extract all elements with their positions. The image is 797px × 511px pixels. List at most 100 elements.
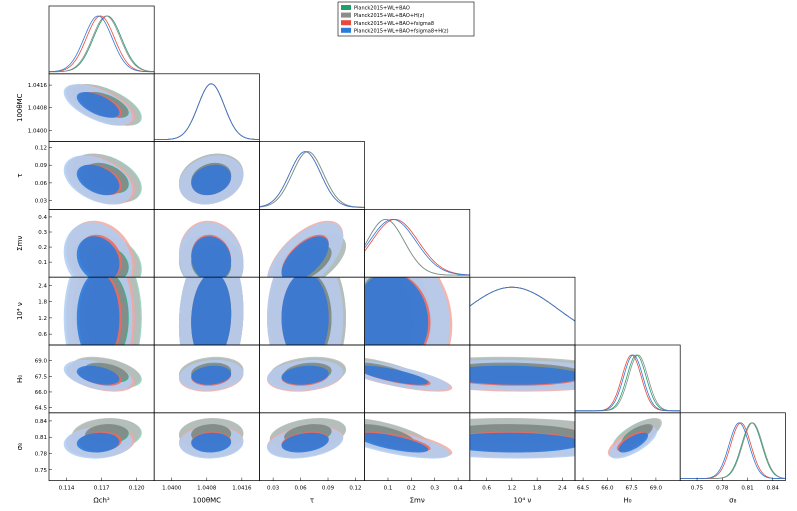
- x-tick-label: 0.09: [322, 486, 335, 492]
- marginal-curve: [469, 286, 575, 322]
- x-tick-label: 0.12: [349, 486, 361, 492]
- marginal-curve: [364, 218, 470, 276]
- y-tick-label: 0.81: [35, 435, 47, 441]
- panel-nu-mnu: [364, 276, 471, 346]
- y-tick-label: 0.1: [38, 260, 47, 266]
- panel-H0-H0: [574, 344, 681, 414]
- y-axis-label: σ₈: [16, 443, 24, 450]
- marginal-curve: [680, 422, 786, 479]
- x-tick-label: 0.117: [94, 486, 110, 492]
- panel-mnu-theta: [153, 209, 260, 278]
- y-tick-label: 1.8: [38, 300, 47, 306]
- contour-inner: [281, 365, 329, 385]
- y-tick-label: 0.4: [38, 215, 47, 221]
- y-tick-label: 0.6: [38, 332, 47, 338]
- contour-inner: [191, 277, 232, 346]
- panel-nu-nu: [469, 276, 576, 346]
- contour-inner: [191, 365, 232, 385]
- contour-inner: [281, 432, 329, 453]
- y-axis-label: H₀: [16, 375, 24, 383]
- panel-H0-omch2: 64.5 66.0 67.5 69.0 H₀: [16, 344, 155, 414]
- marginal-curve: [680, 422, 786, 479]
- y-tick-label: 0.06: [35, 181, 48, 187]
- legend-swatch: [341, 27, 351, 33]
- panel-frame: [153, 73, 260, 142]
- panel-sigma8-theta: 1.0400 1.0408 1.0416 100θMC: [153, 412, 260, 505]
- marginal-curve: [259, 151, 365, 208]
- marginal-curve: [469, 286, 575, 322]
- legend-swatch: [341, 20, 351, 26]
- y-tick-label: 1.0408: [28, 106, 48, 112]
- x-tick-label: 1.0408: [197, 486, 217, 492]
- contour-inner: [76, 365, 120, 385]
- y-tick-label: 2.4: [38, 283, 47, 289]
- y-axis-label: Σmν: [16, 236, 24, 251]
- marginal-curve: [154, 83, 260, 140]
- y-axis-label: 10⁴ ν: [16, 302, 24, 320]
- y-tick-label: 0.09: [35, 163, 48, 169]
- panel-nu-omch2: 0.6 1.2 1.8 2.4 10⁴ ν: [16, 276, 155, 346]
- x-tick-label: 0.6: [482, 486, 491, 492]
- x-axis-label: 100θMC: [193, 497, 222, 505]
- panel-nu-theta: [153, 276, 260, 346]
- y-tick-label: 0.12: [35, 145, 47, 151]
- contour-inner: [281, 277, 329, 346]
- panel-sigma8-mnu: 0.1 0.2 0.3 0.4 Σmν: [364, 412, 471, 505]
- contour-inner: [469, 365, 575, 385]
- legend-entry-label: Planck2015+WL+BAO+fsigma8: [354, 21, 434, 27]
- x-tick-label: 0.78: [716, 486, 729, 492]
- y-tick-label: 67.5: [35, 374, 48, 380]
- y-tick-label: 66.0: [35, 390, 48, 396]
- x-tick-label: 0.75: [691, 486, 704, 492]
- panel-H0-nu: [469, 344, 576, 414]
- contour-inner: [191, 164, 232, 196]
- x-tick-label: 0.84: [767, 486, 780, 492]
- panel-sigma8-omch2: 0.114 0.117 0.120 Ωᴄh² 0.75 0.78 0.81 0.84 σ₈: [16, 412, 155, 505]
- marginal-curve: [49, 15, 155, 73]
- contour-inner: [191, 432, 232, 453]
- legend-swatch: [341, 5, 351, 10]
- contour-inner: [364, 432, 429, 453]
- marginal-curve: [364, 218, 470, 276]
- x-axis-label: 10⁴ ν: [513, 497, 531, 505]
- marginal-curve: [154, 83, 260, 140]
- marginal-curve: [575, 354, 681, 412]
- panel-mnu-omch2: 0.1 0.2 0.3 0.4 Σmν: [16, 209, 155, 278]
- contour-inner: [364, 277, 429, 346]
- marginal-curve: [364, 218, 470, 276]
- contour-inner: [76, 277, 120, 346]
- y-tick-label: 1.0416: [28, 83, 48, 89]
- panel-sigma8-H0: 64.5 66.0 67.5 69.0 H₀: [574, 412, 681, 505]
- marginal-curve: [49, 15, 155, 73]
- panel-frame: [679, 412, 786, 481]
- y-tick-label: 1.0400: [28, 128, 48, 134]
- y-tick-label: 0.3: [38, 230, 47, 236]
- x-tick-label: 67.5: [626, 486, 639, 492]
- contour-inner: [469, 432, 575, 453]
- x-tick-label: 1.2: [508, 486, 517, 492]
- contour-inner: [364, 365, 429, 385]
- y-tick-label: 69.0: [35, 359, 48, 365]
- panel-H0-mnu: [364, 344, 471, 414]
- x-tick-label: 0.81: [741, 486, 753, 492]
- x-tick-label: 0.06: [294, 486, 307, 492]
- marginal-curve: [154, 83, 260, 140]
- contour-inner: [76, 91, 120, 118]
- x-tick-label: 1.8: [533, 486, 542, 492]
- x-tick-label: 0.120: [129, 486, 145, 492]
- y-tick-label: 1.2: [38, 316, 47, 322]
- x-tick-label: 0.1: [384, 486, 393, 492]
- y-axis-label: τ: [16, 173, 24, 177]
- marginal-curve: [259, 151, 365, 208]
- x-tick-label: 2.4: [558, 486, 567, 492]
- x-tick-label: 0.2: [407, 486, 416, 492]
- x-tick-label: 1.0400: [162, 486, 182, 492]
- y-tick-label: 0.78: [35, 451, 48, 457]
- x-tick-label: 69.0: [650, 486, 663, 492]
- legend-swatch: [341, 12, 351, 18]
- contour-inner: [76, 164, 120, 196]
- panel-tau-tau: [259, 141, 365, 210]
- x-tick-label: 0.03: [267, 486, 280, 492]
- panel-tau-theta: [153, 141, 260, 210]
- panel-H0-theta: [153, 344, 260, 414]
